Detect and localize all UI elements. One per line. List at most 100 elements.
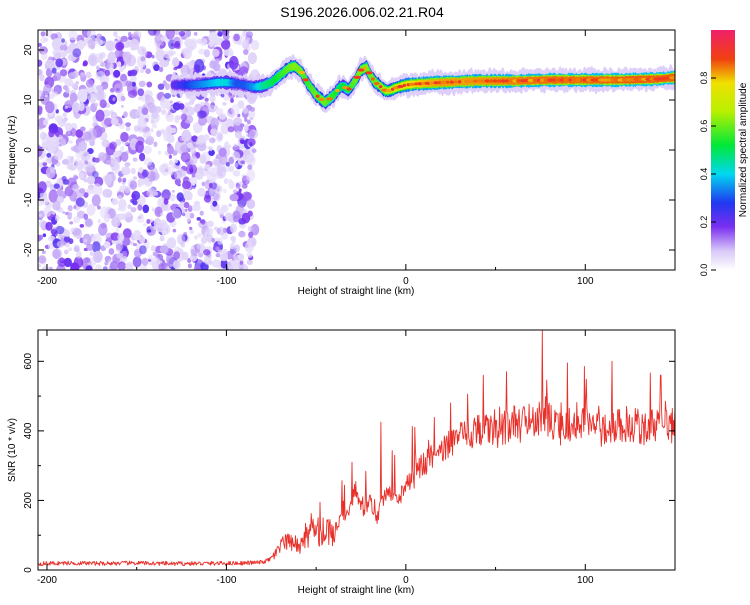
noise-blob [84,160,89,165]
noise-blob [207,260,213,265]
spectrogram-y-ticks: 20 10 0 -10 -20 [23,44,675,257]
noise-blob [104,117,114,127]
noise-blob [225,118,234,129]
noise-blob [64,122,73,131]
noise-blob [54,115,64,123]
noise-blob [166,103,172,111]
noise-blob [69,221,74,225]
noise-blob [151,55,155,59]
x-tick-label: 0 [403,575,409,586]
noise-blob [118,198,127,210]
noise-blob [86,188,94,195]
noise-blob [233,244,241,253]
noise-blob [76,250,82,259]
noise-blob [215,253,221,258]
colorbar-ticks: 0.0 0.2 0.4 0.6 0.8 [699,72,716,276]
y-tick-label: 400 [23,422,34,439]
noise-blob [41,141,47,149]
noise-blob [38,125,43,130]
x-tick-label: 100 [577,575,594,586]
y-tick-label: 0 [23,147,34,153]
noise-blob [142,204,150,214]
noise-blob [91,241,101,253]
noise-blob [117,195,123,200]
noise-blob [68,164,77,171]
noise-blob [193,31,198,36]
ridge-peak [469,79,474,83]
noise-blob [85,265,93,270]
noise-blob [208,31,219,44]
ridge-peak [457,80,462,84]
noise-blob [138,96,143,101]
noise-blob [48,129,55,138]
noise-blob [98,223,108,236]
noise-blob [72,48,82,58]
noise-blob [39,74,45,82]
noise-blob [114,50,120,57]
snr-content [38,330,675,567]
noise-blob [122,65,126,70]
noise-blob [165,125,173,136]
noise-blob [135,140,145,153]
noise-blob [185,106,195,116]
noise-blob [150,128,154,133]
noise-blob [104,69,110,77]
noise-blob [85,79,94,88]
noise-blob [109,141,117,150]
noise-blob [71,83,77,89]
noise-blob [84,165,95,173]
noise-blob [64,78,74,87]
noise-blob [132,176,138,180]
noise-blob [164,92,172,99]
noise-blob [242,107,249,114]
noise-blob [38,42,42,47]
noise-blob [120,131,129,143]
noise-blob [96,66,100,71]
noise-blob [85,71,92,79]
noise-blob [38,199,44,206]
noise-blob [222,30,230,36]
noise-blob [83,151,90,157]
noise-blob [183,201,190,209]
noise-blob [143,145,153,155]
noise-blob [139,152,146,162]
noise-blob [95,85,103,91]
noise-blob [165,30,175,40]
ridge-peak [318,97,325,102]
noise-blob [237,113,241,118]
noise-blob [133,229,142,241]
noise-blob [150,166,154,170]
noise-blob [115,42,125,51]
noise-blob [183,190,193,201]
noise-blob [69,92,78,103]
noise-blob [222,249,227,254]
noise-blob [189,93,197,102]
noise-blob [59,69,68,77]
noise-blob [122,177,127,183]
noise-blob [213,191,221,202]
noise-blob [146,170,156,182]
colorbar-gradient [711,30,735,270]
noise-blob [239,66,249,75]
noise-blob [125,122,131,127]
noise-blob [248,231,254,239]
noise-blob [144,178,150,183]
noise-blob [246,252,253,258]
noise-blob [190,146,196,154]
noise-blob [200,219,206,225]
ridge-peak [414,82,419,86]
noise-blob [201,181,205,187]
noise-blob [58,233,63,240]
noise-blob [72,184,80,191]
noise-blob [40,51,48,61]
noise-blob [56,240,65,248]
noise-blob [190,155,198,166]
snr-x-ticks: -200 -100 0 100 [37,330,676,586]
noise-blob [101,139,110,148]
noise-blob [196,217,201,221]
noise-blob [112,97,116,102]
noise-blob [146,81,153,88]
ridge-peak [575,78,581,82]
noise-blob [125,126,131,132]
noise-blob [53,72,62,81]
